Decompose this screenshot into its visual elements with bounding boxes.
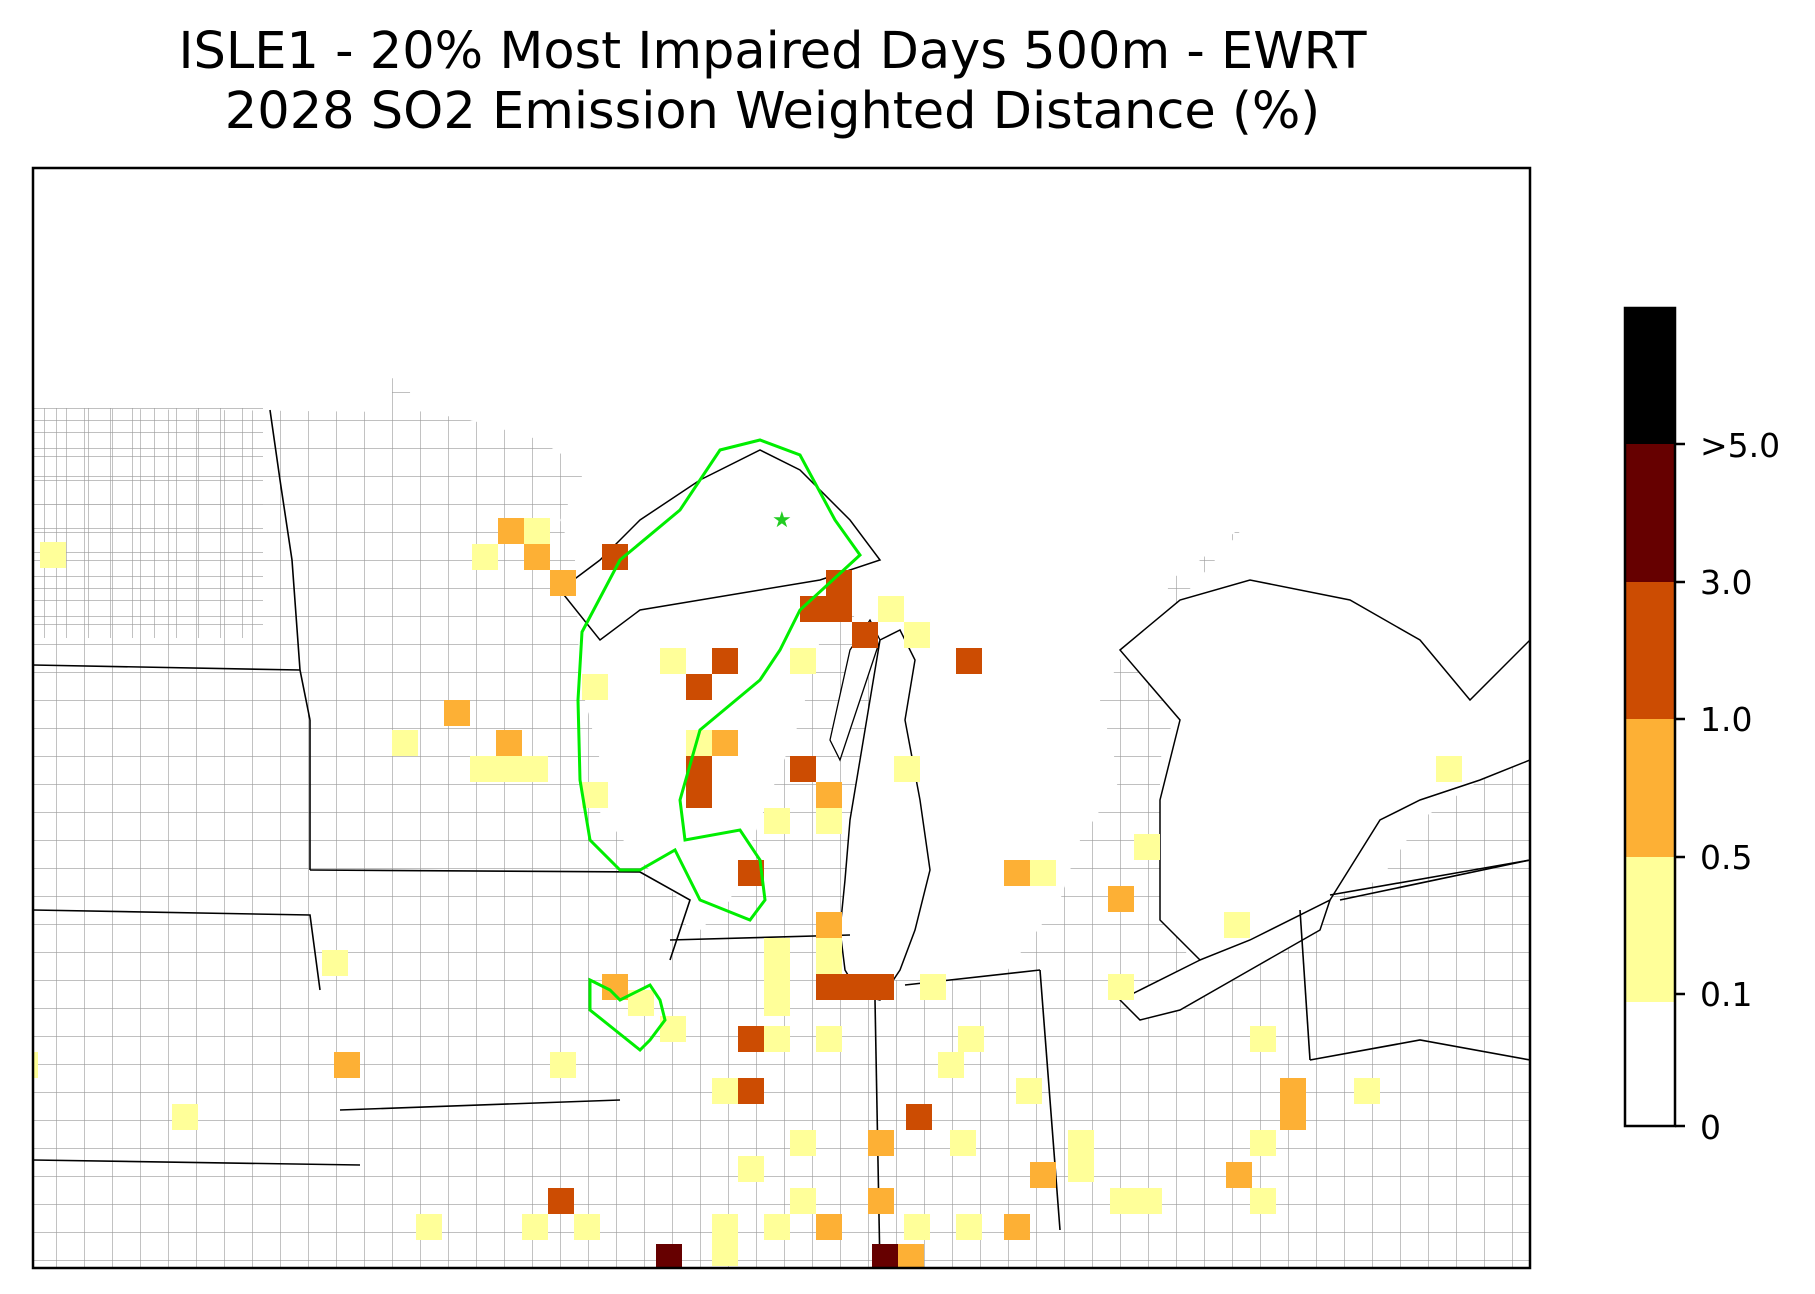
lake-superior — [558, 449, 882, 642]
colorbar-label-0-5: 0.5 — [1700, 838, 1753, 877]
map-title-line-2: 2028 SO2 Emission Weighted Distance (%) — [224, 82, 1321, 141]
colorbar-label-gt5: >5.0 — [1700, 426, 1781, 465]
colorbar-bin-3 — [1625, 582, 1675, 719]
colorbar-bin-2 — [1625, 719, 1675, 857]
colorbar-label-0: 0 — [1700, 1108, 1721, 1147]
map-title-line-1: ISLE1 - 20% Most Impaired Days 500m - EW… — [178, 22, 1367, 81]
influence-contours — [576, 438, 862, 1053]
colorbar-frame — [1623, 306, 1677, 1128]
map-area: ★ — [33, 378, 1530, 1268]
dakota-counties — [33, 408, 263, 638]
map-frame — [31, 166, 1532, 1270]
colorbar — [1623, 306, 1685, 1128]
colorbar-ticks — [1675, 442, 1685, 1128]
green-bay — [829, 618, 881, 762]
colorbar-label-3: 3.0 — [1700, 563, 1753, 602]
site-star-icon: ★ — [772, 508, 792, 533]
colorbar-label-1: 1.0 — [1700, 700, 1753, 739]
colorbar-bin-1 — [1625, 857, 1675, 1002]
ontario — [1118, 579, 1530, 961]
colorbar-label-0-1: 0.1 — [1700, 975, 1753, 1014]
colorbar-bin-4 — [1625, 444, 1675, 582]
state-boundaries — [33, 409, 1530, 1268]
colorbar-bin-5 — [1625, 308, 1675, 444]
colorbar-bin-0 — [1625, 1002, 1675, 1126]
